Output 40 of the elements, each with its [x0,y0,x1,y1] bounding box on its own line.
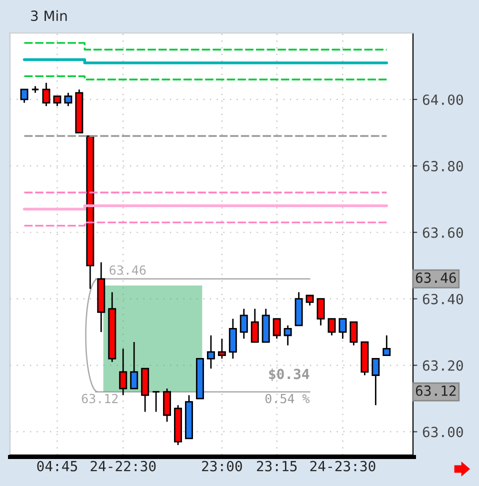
candlestick [240,308,248,340]
ref-line-label: 63.12 [82,394,118,404]
candlestick [218,338,226,360]
annotation: $0.34 [269,368,310,382]
candlestick [306,294,314,306]
candlestick [152,391,160,412]
candlestick [20,88,28,104]
candlestick [250,308,259,343]
candlestick [53,95,62,107]
text: 63.12 [416,385,456,396]
y-tick-label: 63.40 [422,294,463,304]
x-tick-label: 23:15 [256,460,297,472]
chart-title: 3 Min [31,10,67,22]
annotation: 0.54 % [265,394,310,404]
candlestick [316,298,325,326]
candlestick [119,348,128,396]
y-tick-label: 63.60 [422,227,463,238]
candlestick [382,334,391,356]
candlestick [372,358,380,406]
candlestick [350,321,358,346]
candlestick [64,92,72,107]
candlestick [284,324,292,346]
candlestick [328,318,336,336]
candlestick [163,388,172,422]
candlestick [130,341,138,390]
y-tick-label: 63.80 [422,160,463,172]
candlestick [272,318,281,340]
x-tick-label: 24-22:30 [90,460,156,472]
candlestick [228,318,237,360]
text: 63.46 [416,272,456,283]
candlestick [42,82,50,107]
x-tick-label: 04:45 [37,460,78,472]
y-tick-label: 64.00 [422,94,463,105]
candlestick [206,334,215,370]
x-tick-label: 23:00 [202,460,242,472]
y-tick-label: 63.00 [422,426,463,438]
ref-line-label: 63.46 [110,265,146,275]
y-tick-label: 63.20 [422,360,463,371]
x-tick-label: 24-23:30 [310,460,376,472]
candlestick [338,318,347,340]
